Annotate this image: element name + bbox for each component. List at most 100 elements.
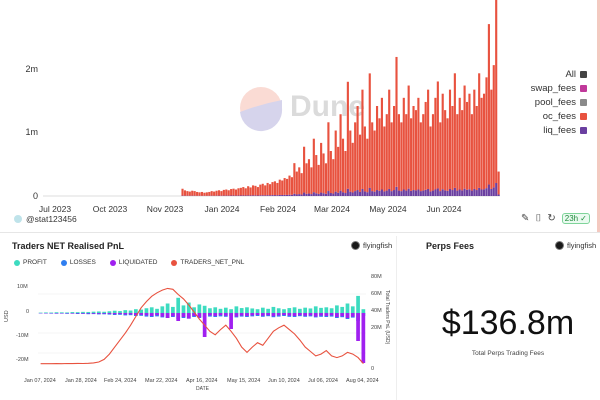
- bar-profit: [176, 297, 181, 313]
- bar-liq-fees: [339, 190, 342, 196]
- pnl-x-tick: Jul 06, 2024: [308, 378, 338, 384]
- bar-oc-fees: [383, 126, 386, 192]
- legend-dot: [109, 259, 116, 266]
- bar-oc-fees: [247, 186, 250, 196]
- pnl-y-tick: -20M: [16, 357, 29, 363]
- bar-oc-fees: [217, 190, 221, 196]
- bar-liquidated: [356, 313, 360, 341]
- legend-item-pool-fees[interactable]: pool_fees: [505, 95, 587, 109]
- bar-liq-fees: [356, 190, 359, 196]
- bar-liquidated: [282, 313, 286, 315]
- bar-oc-fees: [307, 159, 311, 194]
- legend-item-liquidated[interactable]: LIQUIDATED: [109, 259, 158, 266]
- bar-oc-fees: [305, 163, 308, 194]
- bar-oc-fees: [181, 188, 184, 196]
- legend-item-profit[interactable]: PROFIT: [14, 259, 47, 266]
- legend-item-traders-net-pnl[interactable]: TRADERS_NET_PNL: [171, 259, 244, 266]
- bar-profit: [112, 310, 117, 313]
- pnl-y-tick: 0: [26, 309, 30, 315]
- bar-oc-fees: [371, 122, 374, 192]
- x-tick-jul-2023: Jul 2023: [38, 204, 72, 214]
- bar-liq-fees: [397, 190, 401, 196]
- bar-liq-fees: [414, 190, 418, 196]
- bar-oc-fees: [220, 191, 223, 196]
- bar-liq-fees: [358, 191, 362, 196]
- bar-oc-fees: [490, 89, 493, 189]
- bar-liquidated: [128, 313, 133, 315]
- legend-item-liq-fees[interactable]: liq_fees: [505, 123, 587, 137]
- bar-profit: [70, 312, 75, 313]
- dune-watermark-text: Dune: [290, 90, 365, 123]
- bar-oc-fees: [259, 184, 262, 196]
- bar-oc-fees: [244, 188, 247, 196]
- bar-liq-fees: [444, 190, 447, 196]
- bar-liq-fees: [371, 191, 374, 196]
- legend-label: pool_fees: [534, 96, 576, 108]
- bar-oc-fees: [407, 85, 410, 189]
- bar-liq-fees: [300, 194, 303, 196]
- bar-oc-fees: [412, 106, 415, 191]
- bar-profit: [276, 308, 281, 313]
- bar-profit: [186, 302, 191, 313]
- bar-liquidated: [192, 313, 196, 316]
- pnl-panel-title: Traders NET Realised PnL: [12, 241, 125, 251]
- bar-oc-fees: [327, 122, 330, 192]
- bar-liq-fees: [395, 186, 398, 196]
- bar-liq-fees: [492, 187, 495, 196]
- bar-oc-fees: [273, 181, 276, 196]
- panel-scrollbar[interactable]: [597, 0, 600, 232]
- legend-item-losses[interactable]: LOSSES: [60, 259, 96, 266]
- x-tick-feb-2024: Feb 2024: [260, 204, 296, 214]
- bar-oc-fees: [390, 122, 393, 192]
- bar-liq-fees: [346, 188, 349, 196]
- legend-label: liq_fees: [543, 124, 576, 136]
- bar-oc-fees: [463, 85, 466, 189]
- legend-item-all[interactable]: All: [505, 67, 587, 81]
- bar-liquidated: [144, 313, 149, 316]
- legend-label: LIQUIDATED: [118, 259, 158, 266]
- query-author[interactable]: @stat123456: [14, 214, 77, 224]
- bar-liquidated: [239, 313, 244, 316]
- bar-liq-fees: [288, 194, 291, 196]
- bar-liq-fees: [298, 194, 301, 196]
- bar-liq-fees: [393, 190, 396, 196]
- bar-liq-fees: [317, 193, 320, 196]
- legend-item-swap-fees[interactable]: swap_fees: [505, 81, 587, 95]
- bar-liq-fees: [478, 187, 481, 196]
- bar-liq-fees: [310, 194, 313, 196]
- refresh-icon[interactable]: ↻: [547, 213, 556, 224]
- bar-oc-fees: [482, 93, 486, 190]
- bar-oc-fees: [225, 189, 228, 196]
- pnl-panel-author[interactable]: flyingfish: [351, 241, 392, 250]
- edit-icon[interactable]: ✎: [521, 213, 530, 224]
- bar-oc-fees: [414, 110, 418, 191]
- bar-profit: [356, 295, 360, 313]
- fees-panel-author[interactable]: flyingfish: [555, 241, 596, 250]
- bar-liq-fees: [436, 188, 439, 196]
- bar-liquidated: [208, 313, 212, 316]
- bar-profit: [91, 311, 96, 313]
- bar-liquidated: [86, 313, 91, 314]
- bar-oc-fees: [242, 187, 245, 196]
- bar-liquidated: [329, 313, 334, 316]
- bar-oc-fees: [444, 110, 447, 191]
- legend-item-oc-fees[interactable]: oc_fees: [505, 109, 587, 123]
- bar-liq-fees: [456, 190, 459, 196]
- bar-oc-fees: [205, 192, 208, 196]
- pnl-x-tick: May 15, 2024: [227, 378, 261, 384]
- bar-liq-fees: [315, 193, 318, 196]
- bar-liq-fees: [485, 188, 488, 196]
- bar-oc-fees: [239, 187, 242, 196]
- bar-liq-fees: [242, 195, 245, 196]
- refresh-badge[interactable]: 23h ✓: [561, 213, 590, 224]
- bar-profit: [223, 307, 228, 313]
- bar-oc-fees: [337, 146, 340, 193]
- camera-icon[interactable]: ⌷: [535, 213, 542, 224]
- bar-liq-fees: [239, 195, 242, 196]
- bar-oc-fees: [478, 73, 481, 188]
- bar-liq-fees: [407, 188, 410, 196]
- bar-oc-fees: [417, 97, 420, 190]
- bar-liq-fees: [290, 194, 294, 196]
- bar-oc-fees: [322, 153, 325, 194]
- pnl-y2-tick: 60M: [371, 291, 382, 297]
